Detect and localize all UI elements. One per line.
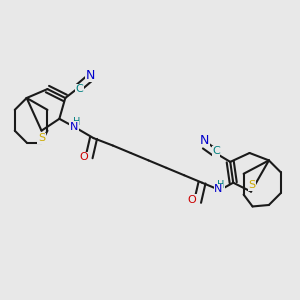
Text: H: H xyxy=(217,180,224,190)
Text: N: N xyxy=(85,69,94,82)
Text: N: N xyxy=(214,184,223,194)
Text: N: N xyxy=(70,122,78,131)
Text: S: S xyxy=(248,180,256,190)
Text: C: C xyxy=(212,146,220,157)
Text: S: S xyxy=(38,133,45,143)
Text: O: O xyxy=(79,152,88,162)
Text: O: O xyxy=(188,195,197,205)
Text: C: C xyxy=(75,84,83,94)
Text: H: H xyxy=(74,117,81,128)
Text: N: N xyxy=(200,134,209,147)
